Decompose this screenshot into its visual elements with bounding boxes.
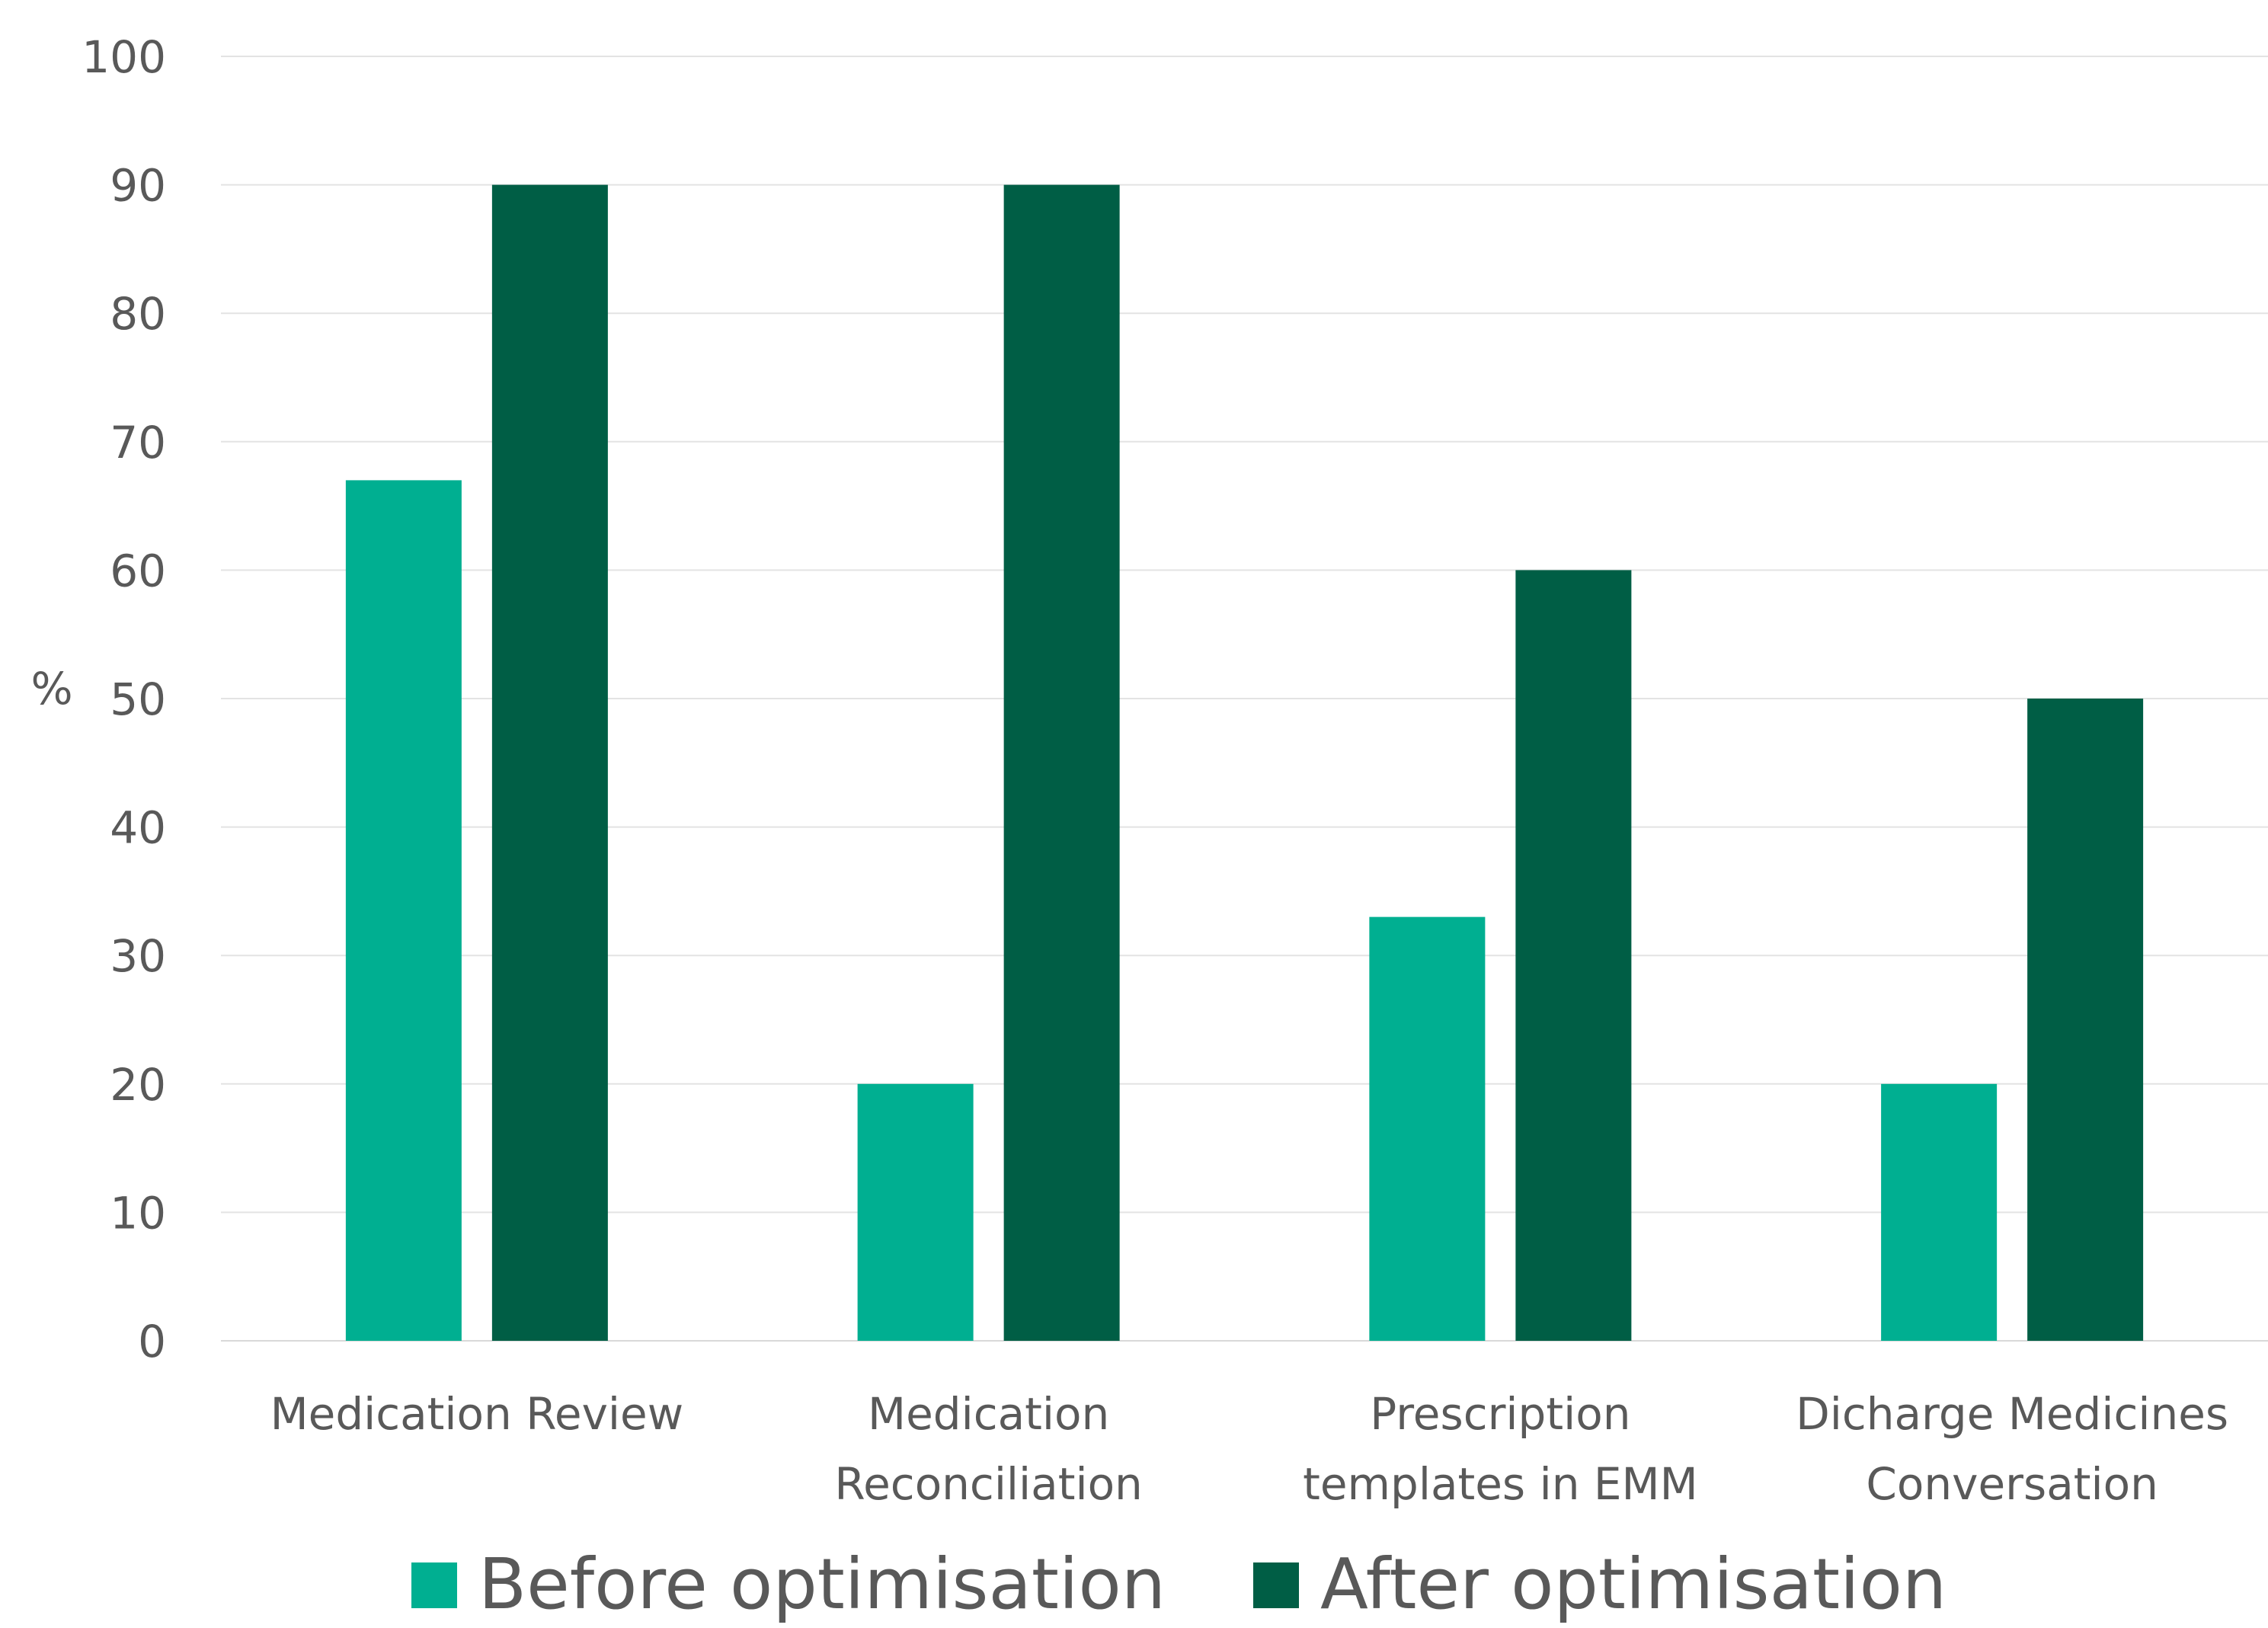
bar-before [1881,1083,1998,1341]
x-tick-label: Medication Reconciliation [834,1388,1142,1510]
bar-after [1003,184,1120,1342]
y-tick-labels: 0 10 20 30 40 50 60 70 80 90 100 [82,31,166,1367]
y-axis-label: % [30,663,72,715]
y-tick-label: 30 [110,930,166,982]
x-tick-label: Prescription templates in EMM [1303,1388,1698,1510]
legend-label: Before optimisation [478,1543,1166,1624]
y-tick-label: 40 [110,802,166,854]
y-tick-label: 80 [110,288,166,340]
legend-swatch [1253,1562,1299,1608]
legend: Before optimisation After optimisation [411,1543,1947,1625]
y-tick-label: 100 [82,31,166,83]
y-tick-label: 60 [110,545,166,597]
y-tick-label: 10 [110,1187,166,1239]
bar-after [2027,699,2144,1341]
y-tick-label: 50 [110,673,166,725]
bars [345,184,2144,1342]
legend-swatch [411,1562,457,1608]
y-tick-label: 0 [138,1316,166,1367]
y-tick-label: 20 [110,1059,166,1111]
bar-before [345,480,462,1341]
bar-after [1515,570,1632,1341]
x-tick-labels: Medication Review Medication Reconciliatio… [270,1388,2229,1510]
bar-before [857,1083,974,1341]
y-tick-label: 90 [110,160,166,212]
x-tick-label: Dicharge Medicines Conversation [1796,1388,2228,1510]
legend-label: After optimisation [1320,1543,1947,1624]
bar-before [1369,916,1486,1341]
y-tick-label: 70 [110,417,166,469]
x-tick-label: Medication Review [270,1388,684,1440]
bar-after [491,184,608,1342]
